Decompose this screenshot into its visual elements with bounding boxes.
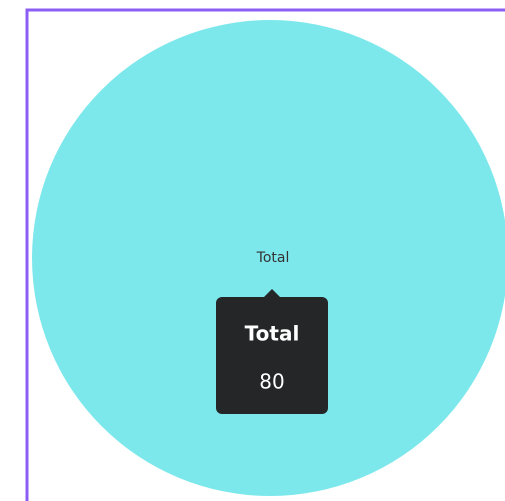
tooltip-box — [216, 297, 328, 414]
tooltip-value: 80 — [259, 370, 284, 394]
pie-slice — [32, 20, 505, 496]
slice-label: Total — [256, 250, 290, 266]
selection-frame — [25, 8, 505, 501]
slices — [32, 20, 505, 496]
tooltip-title: Total — [245, 322, 300, 346]
labels: Total — [256, 250, 290, 266]
tooltip: Total 80 — [216, 289, 328, 414]
tooltip-arrow — [263, 289, 281, 298]
